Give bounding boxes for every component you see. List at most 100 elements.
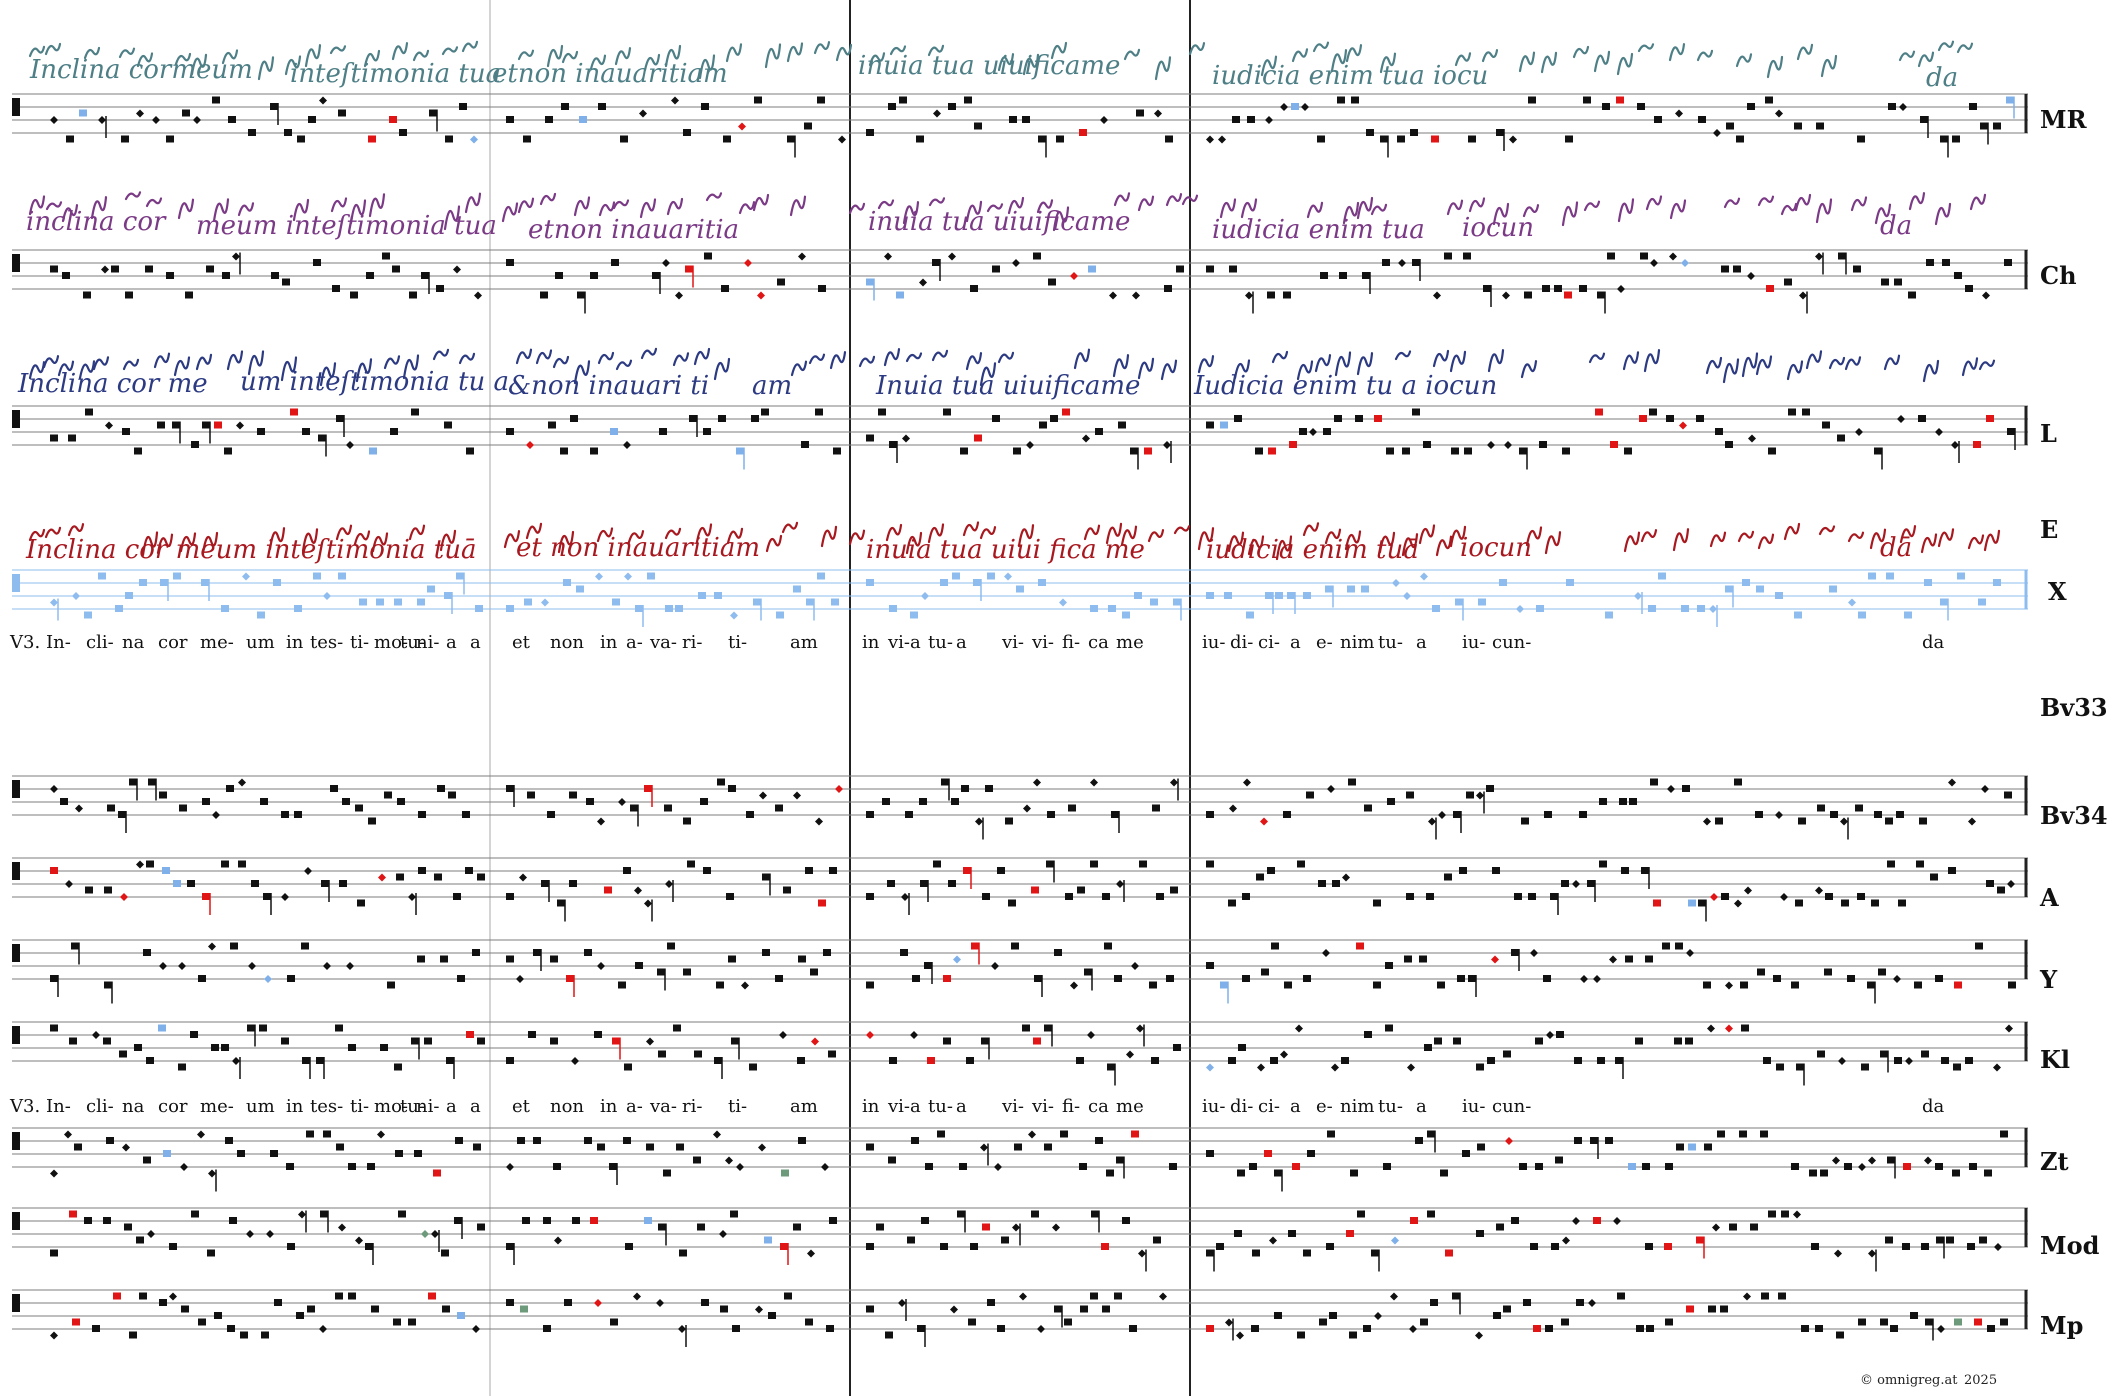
note-punctum bbox=[1880, 1050, 1888, 1058]
note-punctum bbox=[104, 981, 112, 989]
note-punctum bbox=[1464, 447, 1472, 455]
note-punctum bbox=[1383, 1163, 1391, 1170]
note-rhombus bbox=[242, 572, 250, 581]
neume-sign bbox=[1794, 193, 1812, 212]
note-rhombus bbox=[1218, 135, 1226, 144]
note-rhombus bbox=[866, 1031, 874, 1039]
note-rhombus bbox=[64, 1130, 72, 1139]
note-punctum bbox=[970, 1243, 978, 1250]
neume-sign bbox=[1083, 524, 1101, 541]
neume-sign bbox=[349, 199, 367, 225]
neume-sign bbox=[525, 522, 543, 540]
note-rhombus bbox=[901, 893, 909, 901]
note-punctum bbox=[1521, 817, 1529, 825]
note-punctum bbox=[83, 291, 91, 299]
note-punctum bbox=[1102, 1305, 1110, 1313]
note-punctum bbox=[187, 880, 195, 887]
note-punctum bbox=[396, 873, 404, 881]
footer: © omnigreg.at 2025 bbox=[1860, 1373, 1997, 1388]
lyric-syllable: mo- bbox=[374, 632, 408, 653]
note-rhombus bbox=[719, 1230, 727, 1238]
note-punctum bbox=[818, 285, 826, 292]
note-punctum bbox=[1841, 899, 1849, 907]
note-rhombus bbox=[1138, 1249, 1146, 1258]
note-punctum bbox=[1868, 572, 1876, 580]
note-punctum bbox=[1229, 265, 1237, 273]
note-punctum bbox=[330, 785, 338, 792]
note-punctum bbox=[1466, 791, 1474, 799]
note-punctum bbox=[1621, 867, 1629, 874]
lyric-syllable: da bbox=[1922, 1096, 1945, 1117]
note-punctum bbox=[610, 1318, 618, 1326]
note-punctum bbox=[376, 598, 384, 606]
neume-sign bbox=[905, 352, 923, 363]
note-punctum bbox=[1755, 811, 1763, 818]
note-punctum bbox=[1095, 428, 1103, 435]
neume-sign bbox=[1036, 199, 1054, 214]
note-punctum bbox=[675, 605, 683, 612]
note-punctum bbox=[335, 1024, 343, 1032]
note-punctum bbox=[604, 886, 612, 894]
neume-sign bbox=[615, 359, 633, 371]
neume-sign bbox=[464, 192, 482, 214]
neume-sign bbox=[1334, 351, 1352, 377]
neume-sign bbox=[61, 204, 79, 223]
lyric-syllable: di- bbox=[1230, 1096, 1253, 1117]
note-punctum bbox=[214, 421, 222, 429]
note-punctum bbox=[384, 791, 392, 799]
note-punctum bbox=[1176, 265, 1184, 273]
note-punctum bbox=[1599, 860, 1607, 868]
neume-sign bbox=[28, 45, 46, 58]
note-punctum bbox=[1361, 585, 1369, 593]
note-rhombus bbox=[1994, 1243, 2002, 1251]
note-rhombus bbox=[815, 817, 823, 826]
note-punctum bbox=[1514, 893, 1522, 900]
note-punctum bbox=[1858, 1318, 1866, 1326]
neume-sign bbox=[877, 199, 895, 210]
siglum-MR: MR bbox=[2040, 105, 2088, 134]
note-punctum bbox=[612, 1037, 620, 1045]
note-punctum bbox=[584, 949, 592, 956]
note-punctum bbox=[1206, 811, 1214, 818]
note-punctum bbox=[576, 585, 584, 593]
neume-sign bbox=[247, 350, 265, 376]
note-punctum bbox=[411, 408, 419, 416]
note-punctum bbox=[1815, 1325, 1823, 1332]
note-rhombus bbox=[319, 1325, 327, 1333]
note-punctum bbox=[925, 1163, 933, 1170]
note-punctum bbox=[1794, 122, 1802, 130]
note-rhombus bbox=[281, 893, 289, 901]
notes bbox=[50, 96, 2016, 1347]
note-punctum bbox=[555, 272, 563, 279]
neume-sign bbox=[1050, 41, 1068, 60]
note-rhombus bbox=[421, 1230, 429, 1238]
note-rhombus bbox=[1409, 1325, 1417, 1333]
neume-sign bbox=[725, 43, 743, 63]
note-punctum bbox=[1986, 415, 1994, 422]
note-punctum bbox=[1270, 1057, 1278, 1064]
note-punctum bbox=[1406, 791, 1414, 799]
neume-sign bbox=[92, 356, 110, 371]
note-rhombus bbox=[1438, 811, 1446, 819]
ms-phrase: da bbox=[1926, 63, 1958, 93]
note-punctum bbox=[749, 1063, 757, 1071]
lyric-syllable: vi- bbox=[887, 1096, 910, 1117]
neume-sign bbox=[905, 531, 923, 555]
neume-sign bbox=[1616, 52, 1634, 76]
note-rhombus bbox=[1793, 1210, 1801, 1219]
note-punctum bbox=[676, 1143, 684, 1151]
lyric-syllable: ti- bbox=[728, 632, 747, 653]
note-punctum bbox=[506, 259, 514, 266]
note-punctum bbox=[1629, 798, 1637, 805]
note-punctum bbox=[1871, 899, 1879, 907]
lyric-syllable: V3. bbox=[9, 632, 40, 653]
note-punctum bbox=[411, 1037, 419, 1045]
note-punctum bbox=[440, 955, 448, 963]
note-punctum bbox=[714, 592, 722, 599]
neume-sign bbox=[835, 43, 853, 62]
neume-sign bbox=[1260, 55, 1278, 77]
note-punctum bbox=[1715, 428, 1723, 435]
note-rhombus bbox=[50, 1331, 58, 1340]
note-punctum bbox=[119, 1050, 127, 1058]
note-punctum bbox=[380, 1044, 388, 1051]
